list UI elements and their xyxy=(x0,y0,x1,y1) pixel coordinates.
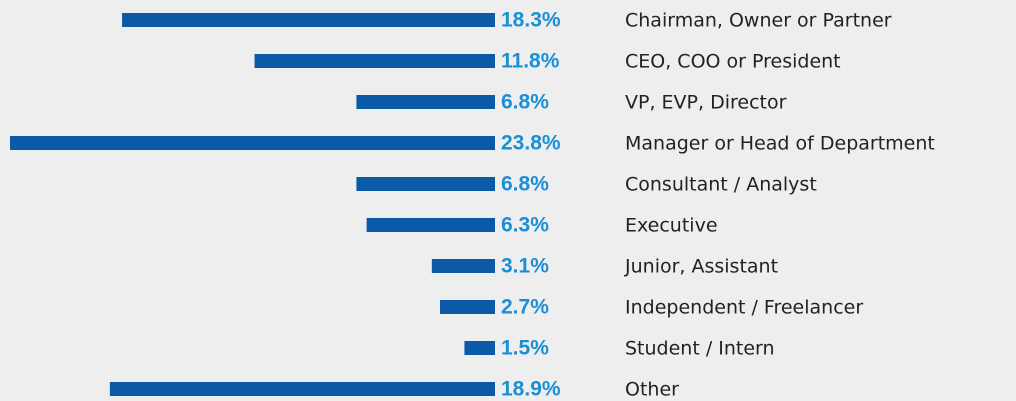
category-label: VP, EVP, Director xyxy=(625,92,787,114)
bar xyxy=(439,300,495,314)
category-label: Chairman, Owner or Partner xyxy=(625,10,892,32)
bar xyxy=(10,136,495,150)
bar xyxy=(254,54,495,68)
bar xyxy=(109,382,496,396)
bar xyxy=(464,341,495,355)
category-label: Independent / Freelancer xyxy=(625,297,863,319)
category-label: Manager or Head of Department xyxy=(625,133,935,155)
value-label: 6.3% xyxy=(501,214,549,237)
value-label: 3.1% xyxy=(501,255,549,278)
category-label: Junior, Assistant xyxy=(624,256,778,278)
category-label: CEO, COO or President xyxy=(625,51,841,73)
value-label: 18.9% xyxy=(501,378,561,401)
value-label: 18.3% xyxy=(501,9,561,32)
value-label: 6.8% xyxy=(501,91,549,114)
bar xyxy=(122,13,495,27)
bar xyxy=(431,259,495,273)
bar xyxy=(366,218,495,232)
value-label: 11.8% xyxy=(501,50,560,73)
category-label: Consultant / Analyst xyxy=(625,174,817,196)
bar xyxy=(356,177,495,191)
category-label: Other xyxy=(625,379,679,401)
value-label: 6.8% xyxy=(501,173,549,196)
category-label: Student / Intern xyxy=(625,338,775,360)
value-label: 2.7% xyxy=(501,296,549,319)
bar xyxy=(356,95,495,109)
value-label: 23.8% xyxy=(501,132,561,155)
category-label: Executive xyxy=(625,215,718,237)
value-label: 1.5% xyxy=(501,337,549,360)
